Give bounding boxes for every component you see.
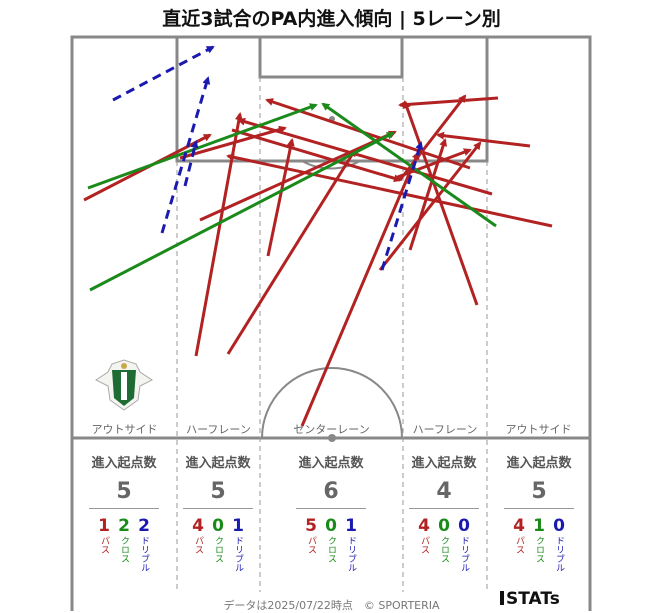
pass-arrow — [226, 148, 357, 355]
stat-header: 進入起点数 — [185, 456, 251, 471]
pass-arrow — [179, 125, 287, 160]
lane-stats-right-halfspace: 進入起点数 4 4 パス 0 クロス 0 ドリブル — [401, 452, 487, 572]
lane-label-right-halfspace: ハーフレーン — [412, 423, 478, 436]
dribble-arrows — [112, 45, 424, 271]
lane-stats-center: 進入起点数 6 5 パス 0 クロス 1 ドリブル — [288, 452, 374, 572]
pass-count: 5 — [305, 516, 317, 536]
stat-header: 進入起点数 — [411, 456, 477, 471]
dribble-label: ドリブル — [233, 536, 243, 572]
data-timestamp-footer: データは2025/07/22時点 © SPORTERIA — [223, 599, 440, 612]
cross-count: 1 — [533, 516, 545, 536]
dribble-count: 0 — [553, 516, 565, 536]
bar-chart-icon — [500, 591, 504, 605]
lane-label-center: センターレーン — [293, 423, 370, 436]
dribble-label: ドリブル — [139, 536, 149, 572]
cross-count: 0 — [325, 516, 337, 536]
stat-divider — [183, 508, 253, 509]
cross-label: クロス — [213, 536, 223, 563]
dribble-label: ドリブル — [459, 536, 469, 572]
pass-label: パス — [514, 536, 524, 554]
lane-label-left-halfspace: ハーフレーン — [186, 423, 251, 436]
lane-stats-left-halfspace: 進入起点数 5 4 パス 0 クロス 1 ドリブル — [175, 452, 261, 572]
dribble-arrow — [112, 45, 215, 102]
stat-total: 5 — [116, 479, 132, 504]
cross-count: 0 — [438, 516, 450, 536]
stats-brand-logo: STATs — [500, 589, 560, 609]
pass-arrow — [226, 153, 553, 228]
pass-count: 1 — [98, 516, 110, 536]
dribble-count: 1 — [345, 516, 357, 536]
pass-arrow — [199, 130, 397, 222]
dribble-label: ドリブル — [346, 536, 356, 572]
stat-divider — [504, 508, 574, 509]
brand-text: STATs — [506, 589, 560, 609]
stat-total: 5 — [210, 479, 226, 504]
cross-label: クロス — [326, 536, 336, 563]
dribble-arrow — [183, 140, 199, 187]
stat-divider — [89, 508, 159, 509]
team-crest-icon — [95, 359, 153, 411]
dribble-label: ドリブル — [554, 536, 564, 572]
cross-arrows — [87, 102, 497, 292]
cross-arrow — [321, 102, 497, 228]
cross-label: クロス — [439, 536, 449, 563]
stat-header: 進入起点数 — [298, 456, 364, 471]
cross-count: 2 — [118, 516, 130, 536]
pass-count: 4 — [513, 516, 525, 536]
stat-total: 5 — [531, 479, 547, 504]
pass-label: パス — [193, 536, 203, 554]
stat-divider — [296, 508, 366, 509]
dribble-arrow — [160, 76, 211, 234]
stat-header: 進入起点数 — [91, 456, 157, 471]
center-spot — [328, 434, 336, 442]
dribble-count: 1 — [232, 516, 244, 536]
cross-label: クロス — [534, 536, 544, 563]
dribble-count: 0 — [458, 516, 470, 536]
pass-label: パス — [99, 536, 109, 554]
stat-total: 4 — [436, 479, 452, 504]
pass-arrow — [398, 96, 499, 109]
pass-arrow — [436, 131, 531, 148]
lane-stats-left-outside: 進入起点数 5 1 パス 2 クロス 2 ドリブル — [81, 452, 167, 572]
pass-arrows — [83, 94, 553, 427]
pass-arrow — [266, 138, 295, 257]
lane-label-left-outside: アウトサイド — [91, 423, 158, 436]
page-title: 直近3試合のPA内進入傾向 | 5レーン別 — [162, 8, 501, 30]
dribble-arrow — [380, 141, 424, 271]
pass-arrow — [408, 138, 447, 251]
pass-count: 4 — [192, 516, 204, 536]
cross-label: クロス — [119, 536, 129, 563]
stat-divider — [409, 508, 479, 509]
pass-arrow — [394, 148, 472, 180]
lane-label-right-outside: アウトサイド — [505, 423, 572, 436]
cross-arrow — [89, 131, 395, 292]
pass-label: パス — [306, 536, 316, 554]
stat-total: 6 — [323, 479, 339, 504]
pass-arrow — [231, 128, 402, 183]
pass-arrow — [403, 100, 479, 306]
cross-arrow — [87, 103, 318, 190]
cross-count: 0 — [212, 516, 224, 536]
pass-label: パス — [419, 536, 429, 554]
stat-header: 進入起点数 — [506, 456, 572, 471]
pass-arrow — [378, 141, 482, 271]
dribble-count: 2 — [138, 516, 150, 536]
pass-arrow — [300, 151, 420, 427]
lane-stats-right-outside: 進入起点数 5 4 パス 1 クロス 0 ドリブル — [496, 452, 582, 572]
pass-count: 4 — [418, 516, 430, 536]
